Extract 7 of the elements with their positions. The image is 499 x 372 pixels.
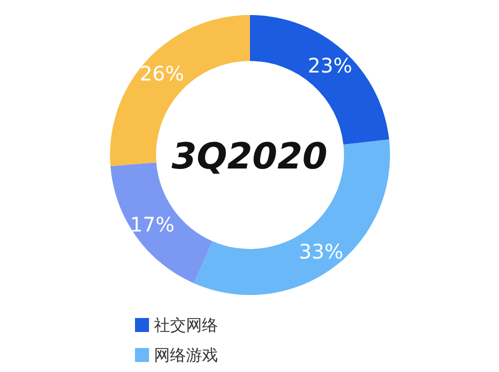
data-label: 17% — [130, 212, 174, 237]
legend-label: 社交网络 — [154, 316, 218, 334]
text: 3Q2020 — [172, 136, 328, 178]
data-label: 23% — [308, 54, 352, 78]
data-label: 33% — [298, 240, 344, 264]
data-label: 26% — [140, 62, 184, 86]
legend-label: 网络游戏 — [154, 346, 218, 364]
